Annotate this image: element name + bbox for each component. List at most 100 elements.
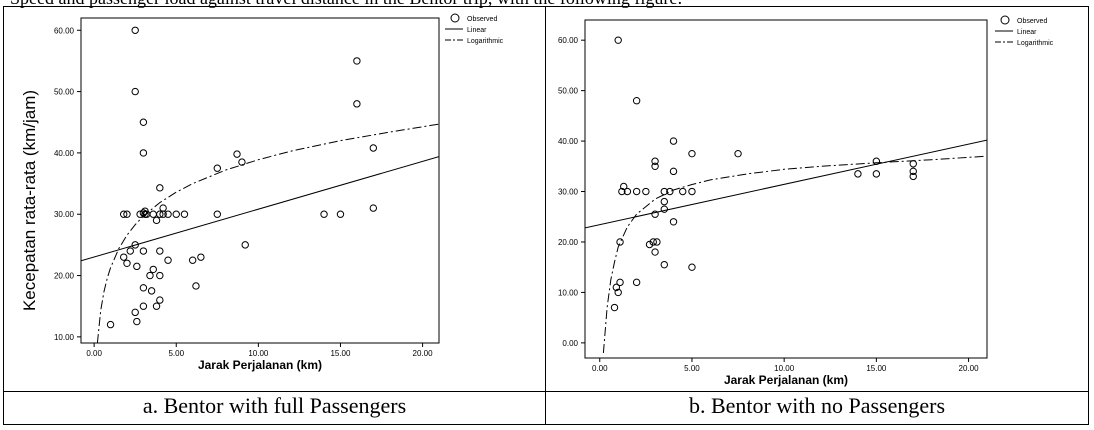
observed-point bbox=[320, 210, 328, 218]
observed-point bbox=[679, 187, 687, 196]
observed-point bbox=[660, 260, 668, 269]
observed-point bbox=[106, 320, 115, 329]
observed-point bbox=[688, 263, 696, 271]
observed-point bbox=[152, 216, 161, 225]
observed-point bbox=[159, 210, 167, 218]
observed-point bbox=[649, 238, 657, 246]
plot-frame bbox=[80, 17, 440, 344]
observed-point bbox=[645, 240, 654, 249]
observed-point bbox=[618, 187, 626, 196]
observed-point bbox=[688, 149, 696, 158]
observed-point bbox=[146, 271, 154, 280]
observed-point bbox=[660, 197, 668, 206]
y-tick-label: 60.00 bbox=[558, 36, 579, 45]
x-tick-label: 5.00 bbox=[684, 364, 700, 373]
y-tick-label: 30.00 bbox=[54, 210, 75, 219]
y-tick-label: 10.00 bbox=[54, 333, 75, 342]
observed-point bbox=[688, 187, 696, 196]
y-tick-label: 40.00 bbox=[54, 149, 75, 158]
observed-point bbox=[651, 248, 659, 256]
observed-point bbox=[131, 308, 139, 317]
observed-point bbox=[133, 317, 141, 326]
observed-point bbox=[336, 210, 345, 218]
observed-point bbox=[669, 218, 678, 226]
y-tick-label: 40.00 bbox=[558, 137, 579, 146]
observed-point bbox=[156, 247, 164, 255]
observed-point bbox=[213, 164, 222, 172]
observed-point bbox=[126, 247, 134, 255]
observed-point bbox=[131, 87, 139, 96]
legend-log-label: Logarithmic bbox=[1017, 40, 1054, 47]
observed-point bbox=[192, 282, 200, 290]
observed-point bbox=[213, 210, 222, 218]
x-tick-label: 20.00 bbox=[413, 349, 434, 358]
observed-point bbox=[149, 265, 157, 274]
y-tick-label: 50.00 bbox=[558, 87, 579, 96]
observed-point bbox=[651, 210, 659, 218]
observed-point bbox=[610, 303, 619, 312]
observed-point bbox=[156, 184, 164, 192]
y-axis-label: Kecepatan rata-rata (km/jam) bbox=[20, 90, 39, 311]
x-tick-label: 15.00 bbox=[330, 349, 351, 358]
observed-point bbox=[651, 157, 659, 165]
observed-point bbox=[180, 210, 189, 218]
y-tick-label: 50.00 bbox=[54, 88, 75, 97]
observed-point bbox=[353, 57, 361, 65]
observed-point bbox=[131, 241, 139, 249]
observed-point bbox=[854, 170, 862, 178]
observed-point bbox=[616, 278, 624, 287]
x-tick-label: 0.00 bbox=[592, 364, 608, 373]
cropped-body-text: Speed and passenger load against travel … bbox=[10, 0, 1090, 8]
chart-a: 10.00 20.00 30.00 40.00 50.00 60.00 0.00 5.00 10… bbox=[20, 13, 504, 372]
observed-point bbox=[612, 283, 621, 292]
chart-b: 0.00 10.00 20.00 30.00 40.00 50.00 60.00 0.00 5.… bbox=[558, 15, 1054, 387]
observed-point bbox=[164, 210, 172, 218]
plot-area bbox=[585, 36, 987, 354]
linear-fit-line bbox=[81, 156, 439, 262]
observed-point bbox=[131, 26, 139, 34]
legend-observed-marker bbox=[1000, 15, 1010, 25]
observed-point bbox=[164, 256, 172, 264]
observed-point bbox=[152, 302, 161, 310]
plot-area bbox=[81, 26, 439, 343]
observed-point bbox=[241, 241, 249, 249]
observed-point bbox=[353, 100, 361, 108]
plot-frame bbox=[584, 19, 988, 359]
legend-linear-label: Linear bbox=[467, 27, 487, 34]
observed-point bbox=[139, 284, 148, 292]
observed-point bbox=[642, 187, 650, 196]
observed-point bbox=[123, 259, 131, 267]
legend-observed-label: Observed bbox=[1017, 18, 1047, 25]
observed-point bbox=[139, 209, 148, 217]
observed-point bbox=[139, 118, 148, 126]
observed-point bbox=[669, 167, 678, 176]
legend-observed-label: Observed bbox=[467, 16, 497, 23]
observed-point bbox=[734, 149, 742, 158]
observed-point bbox=[666, 187, 674, 196]
observed-point bbox=[369, 204, 378, 212]
observed-point bbox=[156, 210, 164, 218]
observed-point bbox=[139, 247, 148, 255]
observed-point bbox=[156, 271, 164, 280]
x-axis-label: Jarak Perjalanan (km) bbox=[198, 358, 322, 372]
x-tick-label: 0.00 bbox=[86, 349, 102, 358]
observed-point bbox=[188, 256, 197, 264]
observed-point bbox=[620, 182, 628, 191]
observed-point bbox=[614, 36, 622, 44]
caption-cell-b bbox=[545, 391, 1089, 425]
observed-point bbox=[197, 253, 205, 261]
observed-point bbox=[172, 210, 180, 218]
legend-log-label: Logarithmic bbox=[467, 38, 504, 45]
observed-point bbox=[660, 187, 668, 196]
observed-point bbox=[147, 287, 156, 295]
observed-point bbox=[872, 170, 881, 178]
x-tick-label: 10.00 bbox=[774, 364, 795, 373]
legend-linear-label: Linear bbox=[1017, 29, 1037, 36]
figure-table: a. Bentor with full Passengers b. Bentor… bbox=[3, 6, 1089, 425]
observed-point bbox=[653, 238, 661, 246]
y-tick-label: 10.00 bbox=[558, 288, 579, 297]
caption-a: a. Bentor with full Passengers bbox=[142, 393, 407, 418]
x-axis-label: Jarak Perjalanan (km) bbox=[724, 373, 848, 387]
logarithmic-fit-curve bbox=[96, 123, 439, 343]
x-tick-label: 5.00 bbox=[168, 349, 184, 358]
